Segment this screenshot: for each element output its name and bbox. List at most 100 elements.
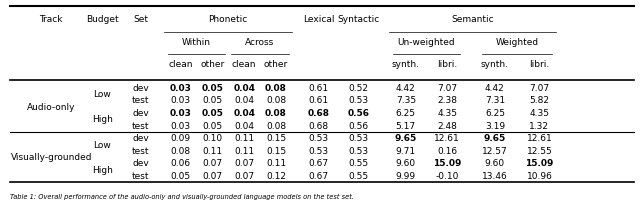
Text: 0.09: 0.09 [170, 134, 191, 143]
Text: 0.08: 0.08 [266, 122, 286, 131]
Text: 0.11: 0.11 [234, 134, 254, 143]
Text: 12.57: 12.57 [482, 147, 508, 156]
Text: 4.42: 4.42 [485, 84, 505, 93]
Text: Track: Track [40, 15, 63, 24]
Text: Across: Across [245, 38, 275, 47]
Text: 7.07: 7.07 [437, 84, 457, 93]
Text: 0.53: 0.53 [349, 147, 369, 156]
Text: Semantic: Semantic [451, 15, 494, 24]
Text: 0.56: 0.56 [348, 109, 370, 118]
Text: Table 1: Overall performance of the audio-only and visually-grounded language mo: Table 1: Overall performance of the audi… [10, 194, 354, 200]
Text: 0.67: 0.67 [308, 160, 329, 168]
Text: 0.15: 0.15 [266, 134, 286, 143]
Text: dev: dev [132, 160, 148, 168]
Text: 5.82: 5.82 [529, 96, 550, 105]
Text: 12.61: 12.61 [435, 134, 460, 143]
Text: clean: clean [168, 60, 193, 69]
Text: High: High [92, 166, 113, 175]
Text: 4.35: 4.35 [437, 109, 457, 118]
Text: 0.61: 0.61 [308, 96, 329, 105]
Text: 0.55: 0.55 [349, 160, 369, 168]
Text: 0.11: 0.11 [234, 147, 254, 156]
Text: 0.07: 0.07 [202, 160, 222, 168]
Text: Phonetic: Phonetic [209, 15, 248, 24]
Text: 0.68: 0.68 [308, 122, 329, 131]
Text: 0.08: 0.08 [170, 147, 191, 156]
Text: test: test [132, 172, 149, 181]
Text: 7.31: 7.31 [485, 96, 505, 105]
Text: Un-weighted: Un-weighted [397, 38, 455, 47]
Text: 0.05: 0.05 [202, 122, 222, 131]
Text: 9.65: 9.65 [395, 134, 417, 143]
Text: other: other [264, 60, 288, 69]
Text: 3.19: 3.19 [485, 122, 505, 131]
Text: 0.07: 0.07 [234, 172, 254, 181]
Text: 0.61: 0.61 [308, 84, 329, 93]
Text: 4.35: 4.35 [529, 109, 550, 118]
Text: libri.: libri. [529, 60, 550, 69]
Text: Low: Low [93, 90, 111, 99]
Text: test: test [132, 147, 149, 156]
Text: other: other [200, 60, 225, 69]
Text: 6.25: 6.25 [485, 109, 505, 118]
Text: Low: Low [93, 141, 111, 150]
Text: Lexical: Lexical [303, 15, 334, 24]
Text: 0.04: 0.04 [234, 96, 254, 105]
Text: -0.10: -0.10 [435, 172, 459, 181]
Text: 0.03: 0.03 [170, 122, 191, 131]
Text: 0.55: 0.55 [349, 172, 369, 181]
Text: Audio-only: Audio-only [27, 103, 76, 112]
Text: 0.03: 0.03 [170, 84, 191, 93]
Text: 2.38: 2.38 [437, 96, 457, 105]
Text: 0.68: 0.68 [308, 109, 330, 118]
Text: 0.04: 0.04 [234, 122, 254, 131]
Text: 13.46: 13.46 [482, 172, 508, 181]
Text: 15.09: 15.09 [525, 160, 554, 168]
Text: 0.07: 0.07 [202, 172, 222, 181]
Text: 9.65: 9.65 [484, 134, 506, 143]
Text: 0.04: 0.04 [233, 84, 255, 93]
Text: 0.03: 0.03 [170, 109, 191, 118]
Text: 6.25: 6.25 [396, 109, 416, 118]
Text: 0.53: 0.53 [308, 134, 329, 143]
Text: 0.11: 0.11 [202, 147, 222, 156]
Text: 0.08: 0.08 [265, 109, 287, 118]
Text: Syntactic: Syntactic [337, 15, 380, 24]
Text: 0.67: 0.67 [308, 172, 329, 181]
Text: 0.10: 0.10 [202, 134, 222, 143]
Text: test: test [132, 122, 149, 131]
Text: 0.03: 0.03 [170, 96, 191, 105]
Text: 0.15: 0.15 [266, 147, 286, 156]
Text: 0.16: 0.16 [437, 147, 457, 156]
Text: 0.05: 0.05 [202, 84, 223, 93]
Text: 0.53: 0.53 [308, 147, 329, 156]
Text: Budget: Budget [86, 15, 118, 24]
Text: 0.06: 0.06 [170, 160, 191, 168]
Text: 0.04: 0.04 [233, 109, 255, 118]
Text: 9.71: 9.71 [396, 147, 416, 156]
Text: 1.32: 1.32 [529, 122, 550, 131]
Text: 12.55: 12.55 [527, 147, 552, 156]
Text: Within: Within [182, 38, 211, 47]
Text: 5.17: 5.17 [396, 122, 416, 131]
Text: clean: clean [232, 60, 257, 69]
Text: 0.07: 0.07 [234, 160, 254, 168]
Text: dev: dev [132, 134, 148, 143]
Text: synth.: synth. [481, 60, 509, 69]
Text: dev: dev [132, 84, 148, 93]
Text: 0.11: 0.11 [266, 160, 286, 168]
Text: Weighted: Weighted [495, 38, 539, 47]
Text: 0.08: 0.08 [266, 96, 286, 105]
Text: Set: Set [133, 15, 148, 24]
Text: dev: dev [132, 109, 148, 118]
Text: 0.52: 0.52 [349, 84, 369, 93]
Text: test: test [132, 96, 149, 105]
Text: 15.09: 15.09 [433, 160, 461, 168]
Text: 0.05: 0.05 [170, 172, 191, 181]
Text: 0.53: 0.53 [349, 96, 369, 105]
Text: 2.48: 2.48 [437, 122, 457, 131]
Text: 9.60: 9.60 [396, 160, 416, 168]
Text: libri.: libri. [437, 60, 458, 69]
Text: 0.08: 0.08 [265, 84, 287, 93]
Text: 0.53: 0.53 [349, 134, 369, 143]
